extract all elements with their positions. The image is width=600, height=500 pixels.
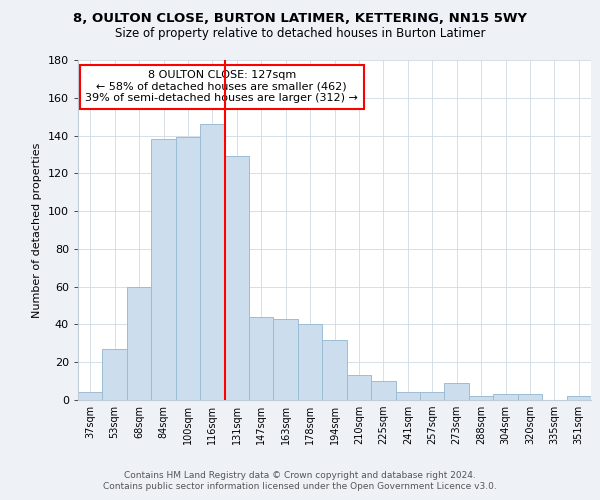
Bar	[445, 383, 469, 400]
Bar	[518, 394, 542, 400]
Text: 8 OULTON CLOSE: 127sqm
← 58% of detached houses are smaller (462)
39% of semi-de: 8 OULTON CLOSE: 127sqm ← 58% of detached…	[85, 70, 358, 103]
Bar	[224, 156, 249, 400]
Bar	[493, 394, 518, 400]
Bar	[249, 317, 274, 400]
Bar	[420, 392, 445, 400]
Bar	[176, 138, 200, 400]
Bar	[103, 349, 127, 400]
Bar	[151, 140, 176, 400]
Bar	[566, 396, 591, 400]
Bar	[127, 286, 151, 400]
Bar	[395, 392, 420, 400]
Text: Contains public sector information licensed under the Open Government Licence v3: Contains public sector information licen…	[103, 482, 497, 491]
Bar	[469, 396, 493, 400]
Bar	[322, 340, 347, 400]
Text: Size of property relative to detached houses in Burton Latimer: Size of property relative to detached ho…	[115, 28, 485, 40]
Text: 8, OULTON CLOSE, BURTON LATIMER, KETTERING, NN15 5WY: 8, OULTON CLOSE, BURTON LATIMER, KETTERI…	[73, 12, 527, 26]
Text: Contains HM Land Registry data © Crown copyright and database right 2024.: Contains HM Land Registry data © Crown c…	[124, 471, 476, 480]
Bar	[274, 319, 298, 400]
Bar	[298, 324, 322, 400]
Bar	[347, 376, 371, 400]
Y-axis label: Number of detached properties: Number of detached properties	[32, 142, 42, 318]
Bar	[200, 124, 224, 400]
Bar	[371, 381, 395, 400]
Bar	[78, 392, 103, 400]
